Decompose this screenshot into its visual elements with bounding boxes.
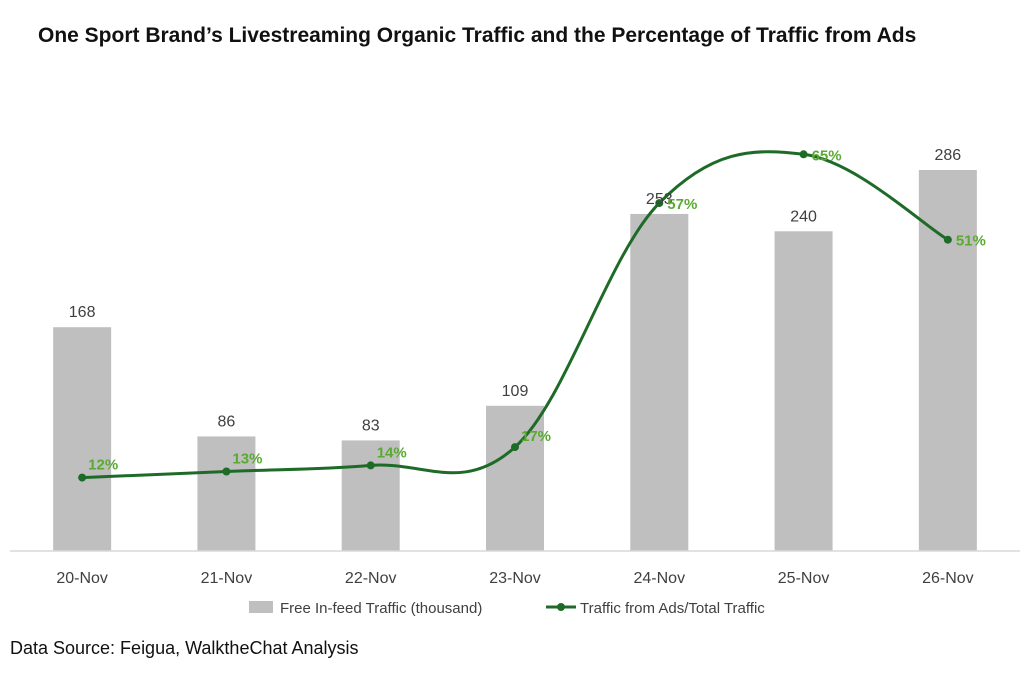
- ads-share-label: 14%: [377, 444, 407, 461]
- bar-value-label: 253: [646, 191, 673, 208]
- bar-20-Nov: [53, 327, 112, 551]
- legend-line-marker: [557, 603, 565, 611]
- x-tick-label: 24-Nov: [633, 570, 685, 587]
- legend-bar-swatch: [249, 601, 273, 613]
- x-tick-label: 22-Nov: [345, 570, 397, 587]
- ads-share-label: 65%: [812, 147, 842, 164]
- legend-bar-label: Free In-feed Traffic (thousand): [280, 600, 482, 617]
- x-tick-label: 26-Nov: [922, 570, 974, 587]
- bars-layer: [53, 170, 977, 551]
- x-tick-label: 25-Nov: [778, 570, 830, 587]
- ads-share-label: 51%: [956, 233, 986, 250]
- bar-value-label: 240: [790, 208, 817, 225]
- legend-line-label: Traffic from Ads/Total Traffic: [580, 600, 765, 617]
- bar-24-Nov: [630, 213, 689, 551]
- x-tick-label: 23-Nov: [489, 570, 541, 587]
- ads-share-point: [366, 461, 375, 470]
- ads-share-label: 12%: [88, 457, 118, 474]
- line-layer: [78, 150, 952, 482]
- bar-26-Nov: [918, 170, 977, 551]
- ads-share-point: [511, 443, 519, 452]
- labels-layer: 168 86 83 109 253 240 286 12% 13% 14% 17% 57% 65% 51%: [69, 147, 986, 474]
- ads-share-label: 57%: [667, 196, 697, 213]
- source-note: Data Source: Feigua, WalktheChat Analysi…: [10, 638, 359, 658]
- bar-value-label: 168: [69, 304, 96, 321]
- x-axis-ticks: 20-Nov 21-Nov 22-Nov 23-Nov 24-Nov 25-Nov 26-N…: [56, 570, 973, 587]
- bar-21-Nov: [197, 436, 256, 551]
- ads-share-point: [799, 150, 808, 159]
- legend: Free In-feed Traffic (thousand) Traffic …: [249, 600, 765, 617]
- x-tick-label: 21-Nov: [201, 570, 253, 587]
- bar-value-label: 86: [218, 413, 236, 430]
- ads-share-point: [655, 199, 664, 208]
- bar-25-Nov: [774, 231, 833, 551]
- bar-23-Nov: [486, 405, 544, 551]
- ads-share-point: [78, 473, 87, 482]
- bar-22-Nov: [341, 440, 400, 551]
- bar-value-label: 83: [362, 417, 380, 434]
- ads-share-label: 13%: [232, 451, 262, 468]
- ads-share-point: [943, 235, 952, 244]
- ads-share-point: [222, 467, 231, 476]
- x-tick-label: 20-Nov: [56, 570, 108, 587]
- chart-title: One Sport Brand’s Livestreaming Organic …: [38, 24, 917, 47]
- ads-share-label: 17%: [521, 428, 551, 445]
- bar-value-label: 109: [502, 383, 529, 400]
- bar-value-label: 286: [935, 147, 962, 164]
